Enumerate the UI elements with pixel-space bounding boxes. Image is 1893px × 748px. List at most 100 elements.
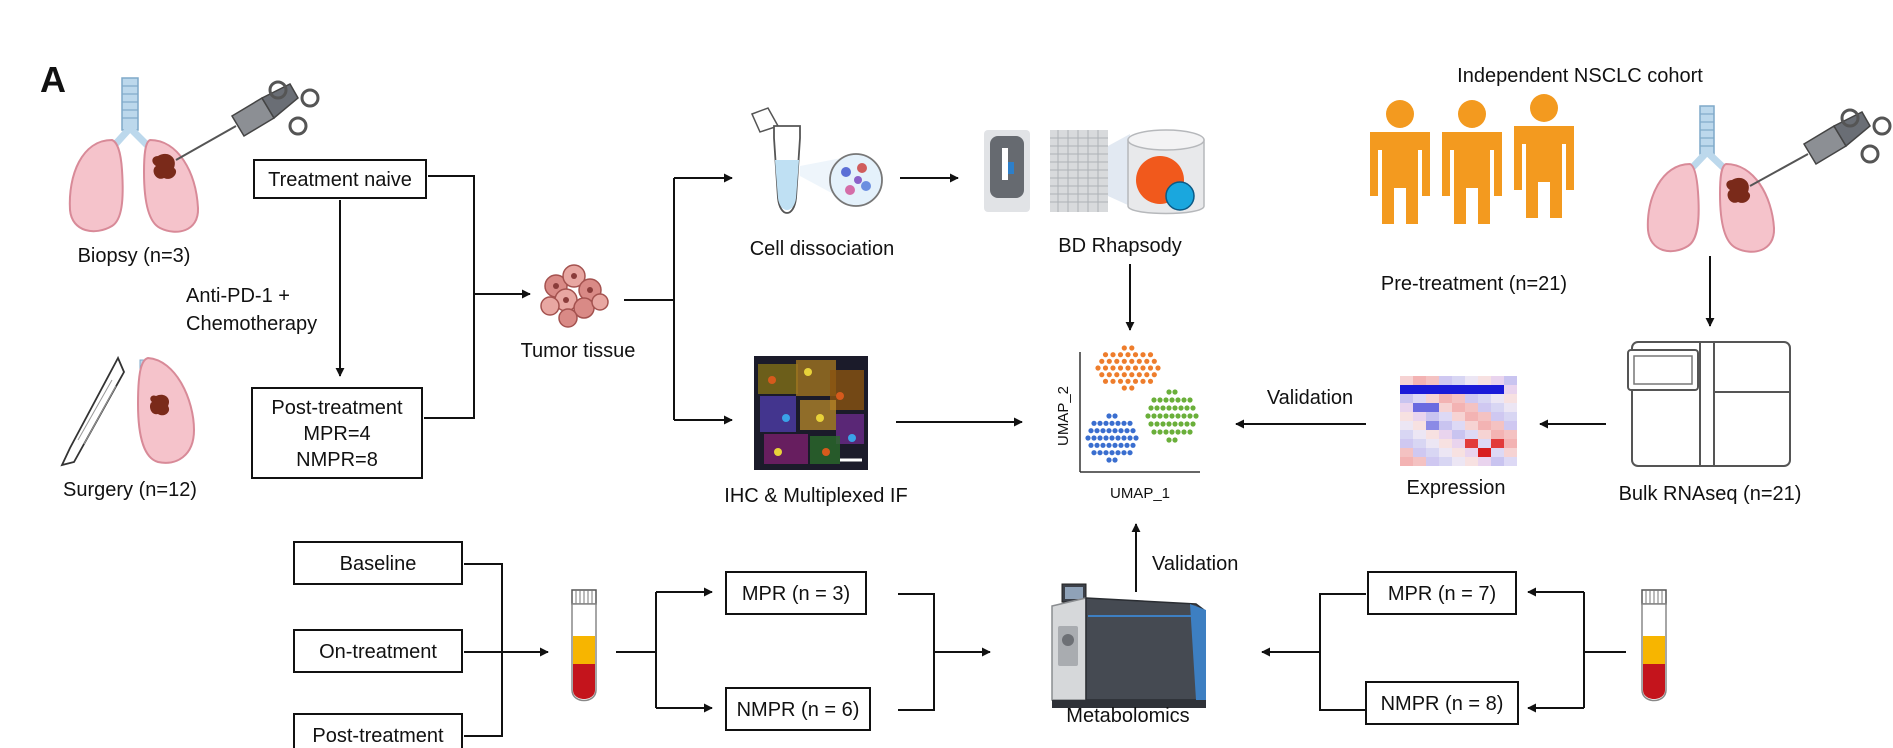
heatmap-cell xyxy=(1426,376,1439,385)
validation-top-label: Validation xyxy=(1267,387,1353,409)
heatmap-cell xyxy=(1413,421,1426,430)
heatmap-cell xyxy=(1452,439,1465,448)
heatmap-cell xyxy=(1413,430,1426,439)
heatmap-cell xyxy=(1439,439,1452,448)
umap-point xyxy=(1144,372,1150,378)
heatmap-cell xyxy=(1465,448,1478,457)
ihc-label: IHC & Multiplexed IF xyxy=(724,485,907,507)
umap-point xyxy=(1091,435,1097,441)
umap-point xyxy=(1132,352,1139,358)
mpr-right-label: MPR (n = 7) xyxy=(1388,583,1496,605)
heatmap-cell xyxy=(1426,430,1439,439)
heatmap-cell xyxy=(1413,448,1426,457)
lung-biopsy-icon-right xyxy=(1646,105,1776,253)
baseline-label: Baseline xyxy=(340,553,417,575)
umap-point xyxy=(1132,365,1139,371)
heatmap-cell xyxy=(1400,403,1413,412)
bracket-groups-left xyxy=(898,593,935,711)
heatmap-cell xyxy=(1504,439,1517,448)
umap-point xyxy=(1125,378,1131,384)
umap-point xyxy=(1133,435,1139,441)
heatmap-cell xyxy=(1478,430,1491,439)
umap-point xyxy=(1110,352,1116,358)
umap-point xyxy=(1145,413,1151,419)
umap-point xyxy=(1115,420,1121,426)
heatmap-cell xyxy=(1465,457,1478,466)
heatmap-cell xyxy=(1400,385,1413,394)
heatmap-cell xyxy=(1426,394,1439,403)
umap-point xyxy=(1154,421,1160,427)
cells-zoom-icon xyxy=(800,153,883,207)
heatmap-cell xyxy=(1439,448,1452,457)
anti-pd1-label-2: Chemotherapy xyxy=(186,313,317,335)
tumor-cells-icon xyxy=(540,264,609,328)
bd-rhapsody-icon xyxy=(984,129,1205,215)
expression-label: Expression xyxy=(1407,477,1506,499)
anti-pd1-label-1: Anti-PD-1 + xyxy=(186,285,290,307)
umap-point xyxy=(1099,358,1105,364)
umap-point xyxy=(1163,397,1169,403)
umap-point xyxy=(1172,405,1178,411)
heatmap-cell xyxy=(1426,412,1439,421)
heatmap-cell xyxy=(1491,394,1504,403)
umap-point xyxy=(1094,428,1100,434)
heatmap-cell xyxy=(1504,394,1517,403)
heatmap-cell xyxy=(1452,412,1465,421)
heatmap-cell xyxy=(1426,457,1439,466)
heatmap-cell xyxy=(1439,394,1452,403)
umap-point xyxy=(1117,365,1124,371)
umap-point xyxy=(1166,437,1172,443)
umap-point xyxy=(1190,421,1196,427)
umap-point xyxy=(1163,429,1169,435)
umap-point xyxy=(1127,435,1133,441)
umap-point xyxy=(1124,428,1130,434)
heatmap-cell xyxy=(1452,448,1465,457)
heatmap-cell xyxy=(1478,448,1491,457)
lung-biopsy-icon xyxy=(68,77,200,233)
heatmap-cell xyxy=(1465,403,1478,412)
heatmap-cell xyxy=(1491,421,1504,430)
umap-point xyxy=(1109,420,1115,426)
heatmap-cell xyxy=(1465,421,1478,430)
lung-surgery-icon xyxy=(136,356,196,464)
heatmap-cell xyxy=(1413,439,1426,448)
heatmap-cell xyxy=(1413,412,1426,421)
umap-point xyxy=(1095,365,1101,371)
syringe-icon-right xyxy=(1749,108,1892,187)
heatmap-cell xyxy=(1478,385,1491,394)
heatmap-cell xyxy=(1491,376,1504,385)
post-treatment-label-2: MPR=4 xyxy=(303,423,370,445)
heatmap-cell xyxy=(1478,457,1491,466)
heatmap-cell xyxy=(1478,376,1491,385)
heatmap-cell xyxy=(1504,376,1517,385)
heatmap-cell xyxy=(1491,448,1504,457)
umap-point xyxy=(1181,429,1187,435)
umap-point xyxy=(1148,421,1154,427)
post-treatment-blood-box xyxy=(293,713,463,748)
umap-point xyxy=(1125,365,1131,371)
heatmap-cell xyxy=(1452,430,1465,439)
umap-point xyxy=(1144,358,1150,364)
umap-point xyxy=(1088,442,1094,448)
post-treatment-box xyxy=(251,387,423,479)
umap-cluster-orange xyxy=(1095,345,1161,391)
heatmap-cell xyxy=(1400,394,1413,403)
if-image-icon xyxy=(754,356,868,470)
umap-point xyxy=(1130,428,1136,434)
umap-point xyxy=(1097,420,1103,426)
umap-point xyxy=(1166,405,1172,411)
heatmap-cell xyxy=(1439,421,1452,430)
umap-point xyxy=(1129,385,1135,391)
heatmap-cell xyxy=(1491,457,1504,466)
umap-point xyxy=(1124,442,1130,448)
heatmap-cell xyxy=(1413,457,1426,466)
umap-point xyxy=(1112,413,1118,419)
bd-rhapsody-label: BD Rhapsody xyxy=(1058,235,1181,257)
heatmap-cell xyxy=(1465,376,1478,385)
heatmap-cell xyxy=(1400,376,1413,385)
heatmap-cell xyxy=(1478,394,1491,403)
umap-point xyxy=(1187,429,1193,435)
umap-point xyxy=(1175,397,1181,403)
on-treatment-box xyxy=(293,629,463,673)
umap-point xyxy=(1102,378,1109,384)
